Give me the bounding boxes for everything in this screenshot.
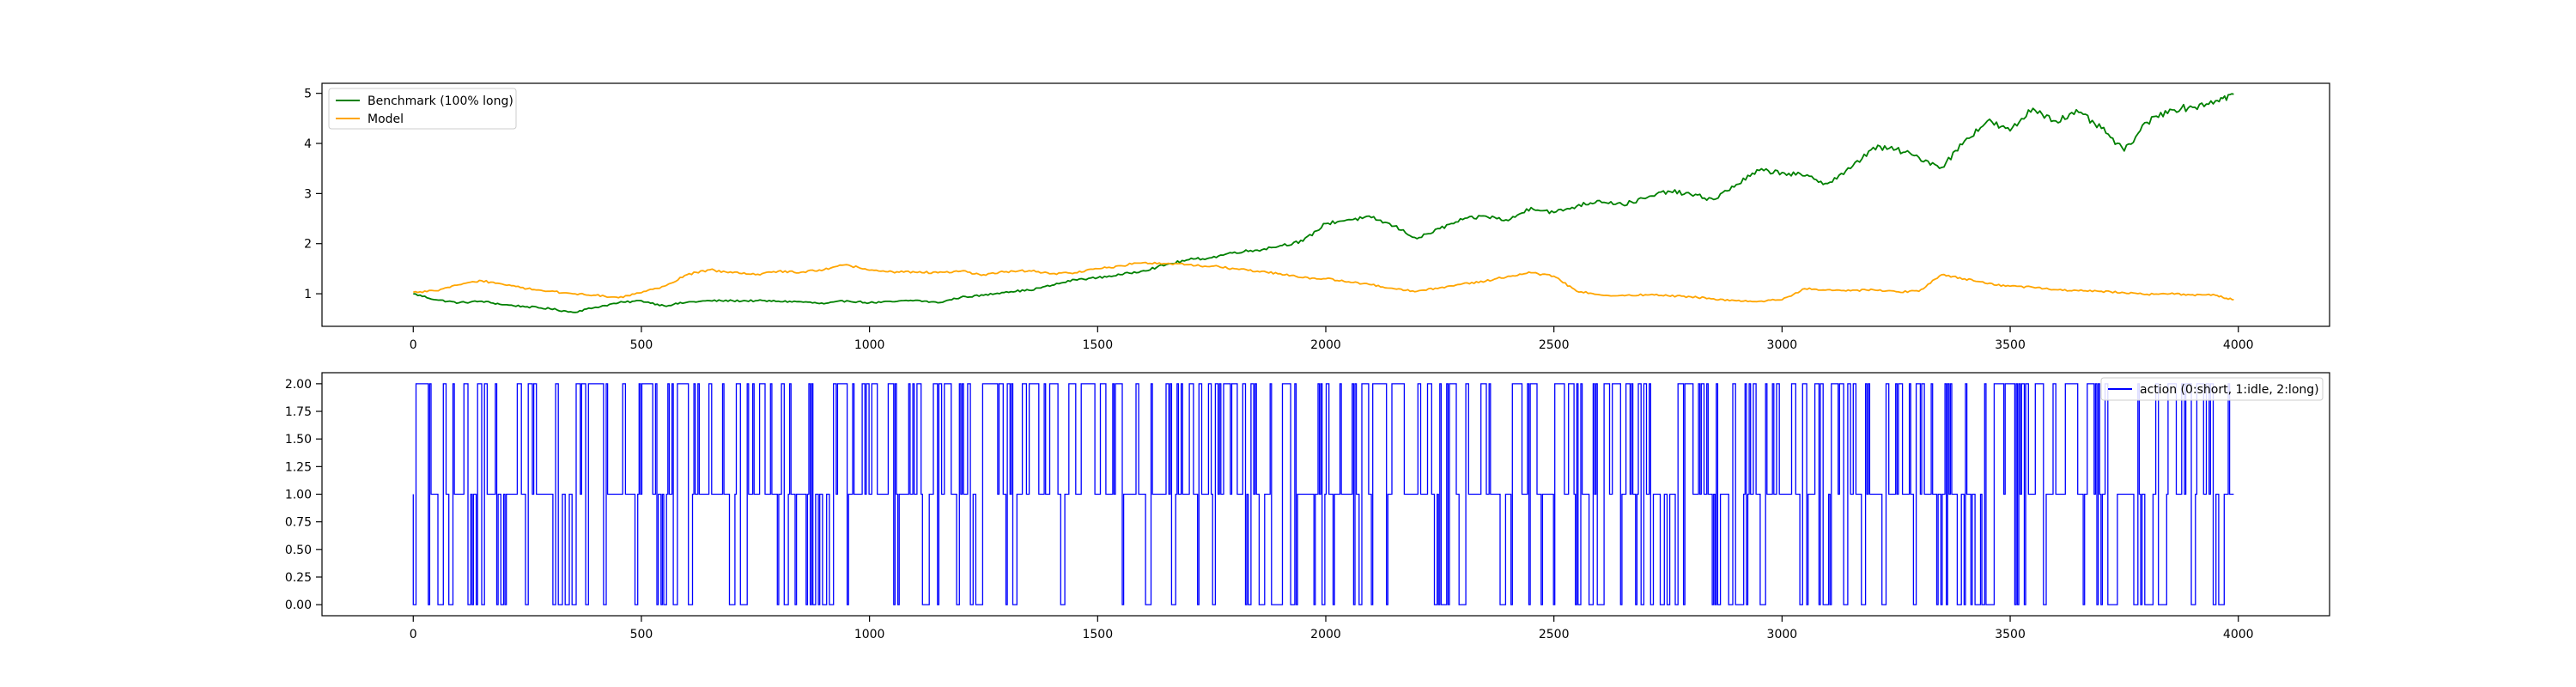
x-tick-label: 4000 bbox=[2223, 338, 2254, 352]
x-tick-label: 3000 bbox=[1767, 338, 1798, 352]
series-line-action bbox=[412, 383, 2234, 605]
x-tick-label: 3500 bbox=[1995, 338, 2026, 352]
legend-label: Benchmark (100% long) bbox=[368, 94, 513, 108]
y-tick-label: 1.50 bbox=[285, 433, 312, 447]
x-tick-label: 4000 bbox=[2223, 628, 2254, 641]
x-tick-label: 1000 bbox=[854, 338, 885, 352]
y-tick-label: 0.50 bbox=[285, 544, 312, 557]
y-tick-label: 4 bbox=[304, 137, 312, 151]
x-tick-label: 2500 bbox=[1539, 628, 1570, 641]
x-tick-label: 3000 bbox=[1767, 628, 1798, 641]
x-tick-label: 1000 bbox=[854, 628, 885, 641]
x-tick-label: 1500 bbox=[1082, 338, 1113, 352]
series-line-benchmark bbox=[413, 93, 2234, 313]
x-tick-label: 0 bbox=[410, 628, 417, 641]
y-tick-label: 2.00 bbox=[285, 378, 312, 392]
x-tick-label: 2500 bbox=[1539, 338, 1570, 352]
y-tick-label: 2 bbox=[304, 238, 312, 252]
y-tick-label: 5 bbox=[304, 88, 312, 101]
series-line-model bbox=[413, 261, 2234, 303]
legend-label: Model bbox=[368, 112, 404, 126]
chart-1-y-axis: 0.00 0.25 0.50 0.75 1.00 1.25 1.50 1.75 2.00 bbox=[285, 378, 322, 612]
y-tick-label: 0.25 bbox=[285, 571, 312, 585]
chart-0-x-axis: 0 500 1000 1500 2000 2500 3000 3500 4000 bbox=[410, 326, 2254, 352]
y-tick-label: 0.75 bbox=[285, 516, 312, 530]
y-tick-label: 1.75 bbox=[285, 405, 312, 419]
legend-label: action (0:short, 1:idle, 2:long) bbox=[2140, 383, 2319, 397]
y-tick-label: 1.25 bbox=[285, 460, 312, 474]
y-tick-label: 0.00 bbox=[285, 599, 312, 612]
legend-box bbox=[328, 88, 517, 130]
x-tick-label: 2000 bbox=[1310, 338, 1341, 352]
x-tick-label: 0 bbox=[410, 338, 417, 352]
chart-1-x-axis: 0 500 1000 1500 2000 2500 3000 3500 4000 bbox=[410, 616, 2254, 641]
y-tick-label: 3 bbox=[304, 187, 312, 201]
x-tick-label: 500 bbox=[630, 628, 653, 641]
chart-1-legend: action (0:short, 1:idle, 2:long) bbox=[2100, 377, 2324, 401]
chart-1-series bbox=[412, 383, 2234, 605]
y-tick-label: 1 bbox=[304, 288, 312, 301]
chart-0-legend: Benchmark (100% long) Model bbox=[328, 88, 517, 130]
benchmark-vs-model-chart: 0 500 1000 1500 2000 2500 3000 3500 4000 1 2 3 4 5 B… bbox=[304, 82, 2330, 352]
action-chart: 0 500 1000 1500 2000 2500 3000 3500 4000 0.00 0.2… bbox=[285, 372, 2330, 641]
legend-box bbox=[2100, 377, 2324, 401]
x-tick-label: 1500 bbox=[1082, 628, 1113, 641]
x-tick-label: 3500 bbox=[1995, 628, 2026, 641]
chart-0-series bbox=[413, 93, 2234, 313]
x-tick-label: 2000 bbox=[1310, 628, 1341, 641]
y-tick-label: 1.00 bbox=[285, 489, 312, 502]
x-tick-label: 500 bbox=[630, 338, 653, 352]
chart-0-y-axis: 1 2 3 4 5 bbox=[304, 88, 322, 301]
